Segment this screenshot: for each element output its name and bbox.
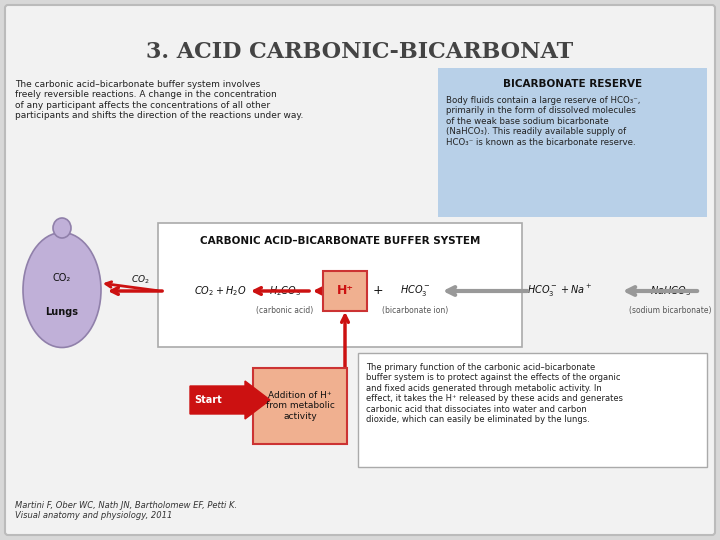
Text: 3. ACID CARBONIC-BICARBONAT: 3. ACID CARBONIC-BICARBONAT [146, 41, 574, 63]
Text: Addition of H⁺
from metabolic
activity: Addition of H⁺ from metabolic activity [266, 391, 334, 421]
Text: Lungs: Lungs [45, 307, 78, 317]
FancyBboxPatch shape [323, 271, 367, 311]
Text: BICARBONATE RESERVE: BICARBONATE RESERVE [503, 79, 642, 89]
Text: (carbonic acid): (carbonic acid) [256, 307, 314, 315]
Text: +: + [373, 285, 383, 298]
Text: H⁺: H⁺ [336, 285, 354, 298]
Text: Martini F, Ober WC, Nath JN, Bartholomew EF, Petti K.
Visual anatomy and physiol: Martini F, Ober WC, Nath JN, Bartholomew… [15, 501, 237, 520]
Ellipse shape [53, 218, 71, 238]
Text: $CO_2 + H_2O$: $CO_2 + H_2O$ [194, 284, 246, 298]
Text: The carbonic acid–bicarbonate buffer system involves
freely reversible reactions: The carbonic acid–bicarbonate buffer sys… [15, 80, 303, 120]
Text: Start: Start [194, 395, 222, 405]
Text: $NaHCO_3$: $NaHCO_3$ [649, 284, 690, 298]
Text: (bicarbonate ion): (bicarbonate ion) [382, 307, 448, 315]
Ellipse shape [23, 233, 101, 348]
Text: The primary function of the carbonic acid–bicarbonate
buffer system is to protec: The primary function of the carbonic aci… [366, 363, 623, 424]
FancyBboxPatch shape [253, 368, 347, 444]
FancyBboxPatch shape [5, 5, 715, 535]
Text: Body fluids contain a large reserve of HCO₃⁻,
primarily in the form of dissolved: Body fluids contain a large reserve of H… [446, 96, 640, 146]
Text: CARBONIC ACID–BICARBONATE BUFFER SYSTEM: CARBONIC ACID–BICARBONATE BUFFER SYSTEM [200, 236, 480, 246]
Text: $CO_2$: $CO_2$ [130, 273, 149, 286]
FancyBboxPatch shape [438, 68, 707, 217]
FancyBboxPatch shape [358, 353, 707, 467]
Text: CO₂: CO₂ [53, 273, 71, 283]
Text: $HCO_3^- + Na^+$: $HCO_3^- + Na^+$ [528, 283, 593, 299]
FancyArrow shape [190, 381, 270, 419]
Text: $H_2CO_3$: $H_2CO_3$ [269, 284, 301, 298]
Text: (sodium bicarbonate): (sodium bicarbonate) [629, 307, 711, 315]
Text: $HCO_3^-$: $HCO_3^-$ [400, 284, 431, 299]
FancyBboxPatch shape [158, 223, 522, 347]
